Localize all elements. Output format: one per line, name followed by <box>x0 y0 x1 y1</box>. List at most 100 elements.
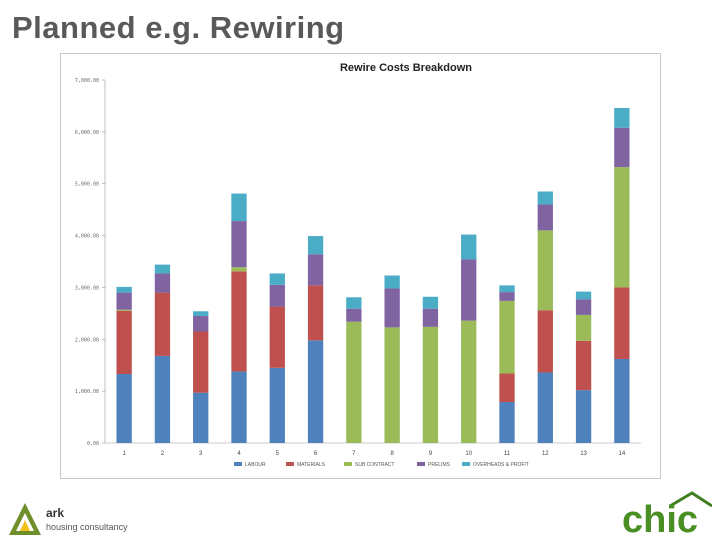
x-tick-label: 13 <box>580 451 587 457</box>
bar-overheads-profit-13 <box>575 291 592 300</box>
y-tick-label: 1,000.00 <box>75 389 99 395</box>
x-tick-label: 12 <box>542 451 549 457</box>
bar-overheads-profit-6 <box>307 236 324 255</box>
y-tick-label: 2,000.00 <box>75 337 99 343</box>
chart-frame: Rewire Costs Breakdown 0.00 1,000.00 2,000… <box>60 53 661 479</box>
bar-overheads-profit-4 <box>231 193 247 222</box>
bar-prelims-11 <box>499 292 515 301</box>
y-tick-label: 4,000.00 <box>75 234 99 240</box>
x-axis-labels: 1 2 3 4 5 6 7 8 9 10 11 12 13 14 <box>122 451 625 457</box>
bar-prelims-5 <box>269 284 285 307</box>
legend-label: MATERIALS <box>297 462 326 468</box>
bar-materials-6 <box>307 285 324 341</box>
bar-labour-3 <box>193 392 209 443</box>
bar-materials-1 <box>116 310 132 375</box>
x-tick-label: 14 <box>619 451 626 457</box>
bar-overheads-profit-8 <box>384 275 400 289</box>
x-tick-label: 3 <box>199 451 203 457</box>
y-tick-label: 7,000.00 <box>75 78 99 84</box>
bar-labour-1 <box>116 374 132 443</box>
legend-label: PRELIMS <box>428 462 451 468</box>
bar-labour-6 <box>307 340 324 443</box>
ark-triangle-icon <box>9 503 41 535</box>
slide-title: Planned e.g. Rewiring <box>12 10 345 45</box>
bar-overheads-profit-14 <box>614 108 630 128</box>
bar-materials-12 <box>537 310 553 373</box>
bar-overheads-profit-1 <box>116 286 132 293</box>
ark-logo <box>9 503 41 535</box>
bar-labour-2 <box>154 355 171 443</box>
bar-overheads-profit-5 <box>269 273 285 285</box>
x-tick-label: 11 <box>504 451 511 457</box>
x-tick-label: 10 <box>465 451 472 457</box>
bar-materials-5 <box>269 306 285 368</box>
bar-prelims-4 <box>231 221 247 268</box>
legend-swatch <box>286 462 294 466</box>
bar-labour-13 <box>575 390 592 443</box>
chic-logo-text: chic <box>622 499 698 536</box>
chic-house-logo: chic <box>622 491 712 536</box>
bar-prelims-2 <box>154 273 171 293</box>
bar-prelims-12 <box>537 204 553 231</box>
x-tick-label: 8 <box>390 451 394 457</box>
bar-sub-contract-4 <box>231 267 247 272</box>
x-tick-label: 2 <box>161 451 165 457</box>
x-tick-label: 9 <box>429 451 433 457</box>
bar-materials-3 <box>193 331 209 393</box>
bar-sub-contract-9 <box>422 326 439 443</box>
bar-area <box>116 108 630 443</box>
bar-labour-4 <box>231 371 247 443</box>
legend-label: LABOUR <box>245 462 266 468</box>
y-tick-label: 5,000.00 <box>75 182 99 188</box>
bar-materials-14 <box>614 287 630 359</box>
x-tick-label: 5 <box>276 451 280 457</box>
bar-prelims-10 <box>461 259 477 321</box>
bar-overheads-profit-3 <box>193 311 209 316</box>
bar-overheads-profit-7 <box>346 297 362 309</box>
bar-prelims-13 <box>575 299 592 315</box>
y-tick-label: 3,000.00 <box>75 285 99 291</box>
bar-overheads-profit-11 <box>499 285 515 293</box>
ark-logo-subtitle: housing consultancy <box>46 522 128 532</box>
bar-prelims-9 <box>422 308 439 327</box>
legend-label: SUB CONTRACT <box>355 462 394 468</box>
bar-sub-contract-8 <box>384 327 400 443</box>
bar-materials-13 <box>575 340 592 391</box>
bar-labour-14 <box>614 358 630 443</box>
bar-materials-4 <box>231 271 247 372</box>
x-tick-label: 4 <box>237 451 241 457</box>
bar-prelims-8 <box>384 288 400 328</box>
bar-sub-contract-7 <box>346 321 362 443</box>
bar-overheads-profit-12 <box>537 191 553 205</box>
rewire-costs-chart: Rewire Costs Breakdown 0.00 1,000.00 2,000… <box>75 62 641 468</box>
legend-swatch <box>462 462 470 466</box>
bar-sub-contract-12 <box>537 230 553 311</box>
x-tick-label: 6 <box>314 451 318 457</box>
legend-label: OVERHEADS & PROFIT <box>473 462 529 468</box>
bar-prelims-3 <box>193 315 209 332</box>
bar-overheads-profit-2 <box>154 264 171 274</box>
legend-swatch <box>417 462 425 466</box>
bar-materials-2 <box>154 292 171 356</box>
bar-sub-contract-1 <box>116 309 132 311</box>
y-axis-ticks: 0.00 1,000.00 2,000.00 3,000.00 4,000.00 5,00… <box>75 78 105 447</box>
bar-prelims-7 <box>346 308 362 322</box>
y-tick-label: 0.00 <box>87 441 99 447</box>
legend: LABOUR MATERIALS SUB CONTRACT PRELIMS OVERHE… <box>234 462 529 468</box>
bar-labour-12 <box>537 372 553 443</box>
bar-sub-contract-10 <box>461 320 477 443</box>
bar-labour-5 <box>269 367 285 443</box>
bar-prelims-1 <box>116 292 132 310</box>
y-tick-label: 6,000.00 <box>75 130 99 136</box>
legend-swatch <box>344 462 352 466</box>
bar-prelims-14 <box>614 127 630 168</box>
bar-sub-contract-13 <box>575 314 592 341</box>
bar-overheads-profit-10 <box>461 234 477 260</box>
bar-overheads-profit-9 <box>422 296 439 309</box>
bar-sub-contract-11 <box>499 300 515 374</box>
bar-prelims-6 <box>307 254 324 286</box>
chart-title: Rewire Costs Breakdown <box>340 62 472 74</box>
bar-labour-11 <box>499 402 515 443</box>
ark-logo-name: ark <box>46 506 65 520</box>
x-tick-label: 1 <box>122 451 126 457</box>
